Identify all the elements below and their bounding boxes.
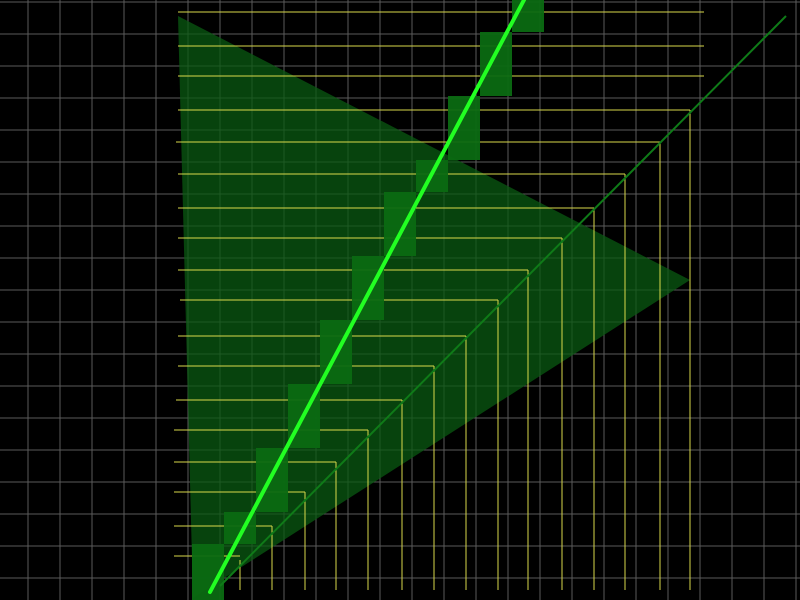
green-triangle — [178, 16, 690, 598]
secondary-diagonal-line — [219, 15, 787, 587]
horizontal-scanlines — [174, 11, 704, 557]
vertical-scanlines — [239, 110, 691, 590]
pixel-block — [448, 96, 480, 160]
pixel-block — [352, 256, 384, 320]
pixel-block — [384, 192, 416, 256]
primary-line — [208, 0, 526, 594]
pixel-block — [480, 32, 512, 96]
